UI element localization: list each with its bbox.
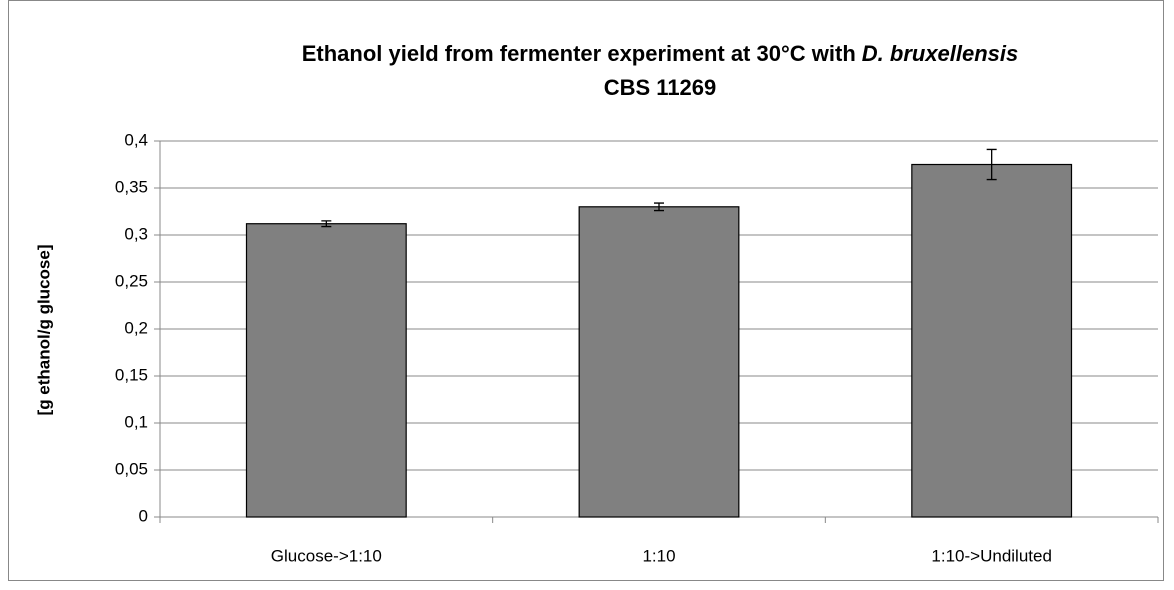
bar	[245, 223, 407, 518]
title-part: Ethanol yield from fermenter experiment …	[302, 41, 856, 66]
y-tick-label: 0,1	[124, 412, 148, 431]
y-tick-label: 0,25	[115, 271, 148, 290]
error-bar	[321, 220, 332, 228]
y-tick-label: 0,35	[115, 177, 148, 196]
y-tick-label: 0,05	[115, 459, 148, 478]
error-bar	[986, 148, 997, 181]
title-part: D. bruxellensis	[862, 41, 1019, 66]
chart-title: Ethanol yield from fermenter experiment …	[302, 41, 1019, 66]
y-tick-label: 0,3	[124, 224, 148, 243]
bar	[578, 206, 740, 518]
x-tick-label: 1:10->Undiluted	[931, 546, 1052, 565]
error-bar	[654, 202, 664, 212]
x-tick-label: Glucose->1:10	[271, 546, 382, 565]
bar	[911, 163, 1073, 518]
y-tick-label: 0	[139, 506, 148, 525]
x-tick-label: 1:10	[642, 546, 675, 565]
y-tick-label: 0,15	[115, 365, 148, 384]
y-axis-label: [g ethanol/g glucose]	[34, 245, 53, 416]
y-tick-label: 0,4	[124, 130, 148, 149]
y-tick-label: 0,2	[124, 318, 148, 337]
chart-title: CBS 11269	[604, 75, 717, 100]
